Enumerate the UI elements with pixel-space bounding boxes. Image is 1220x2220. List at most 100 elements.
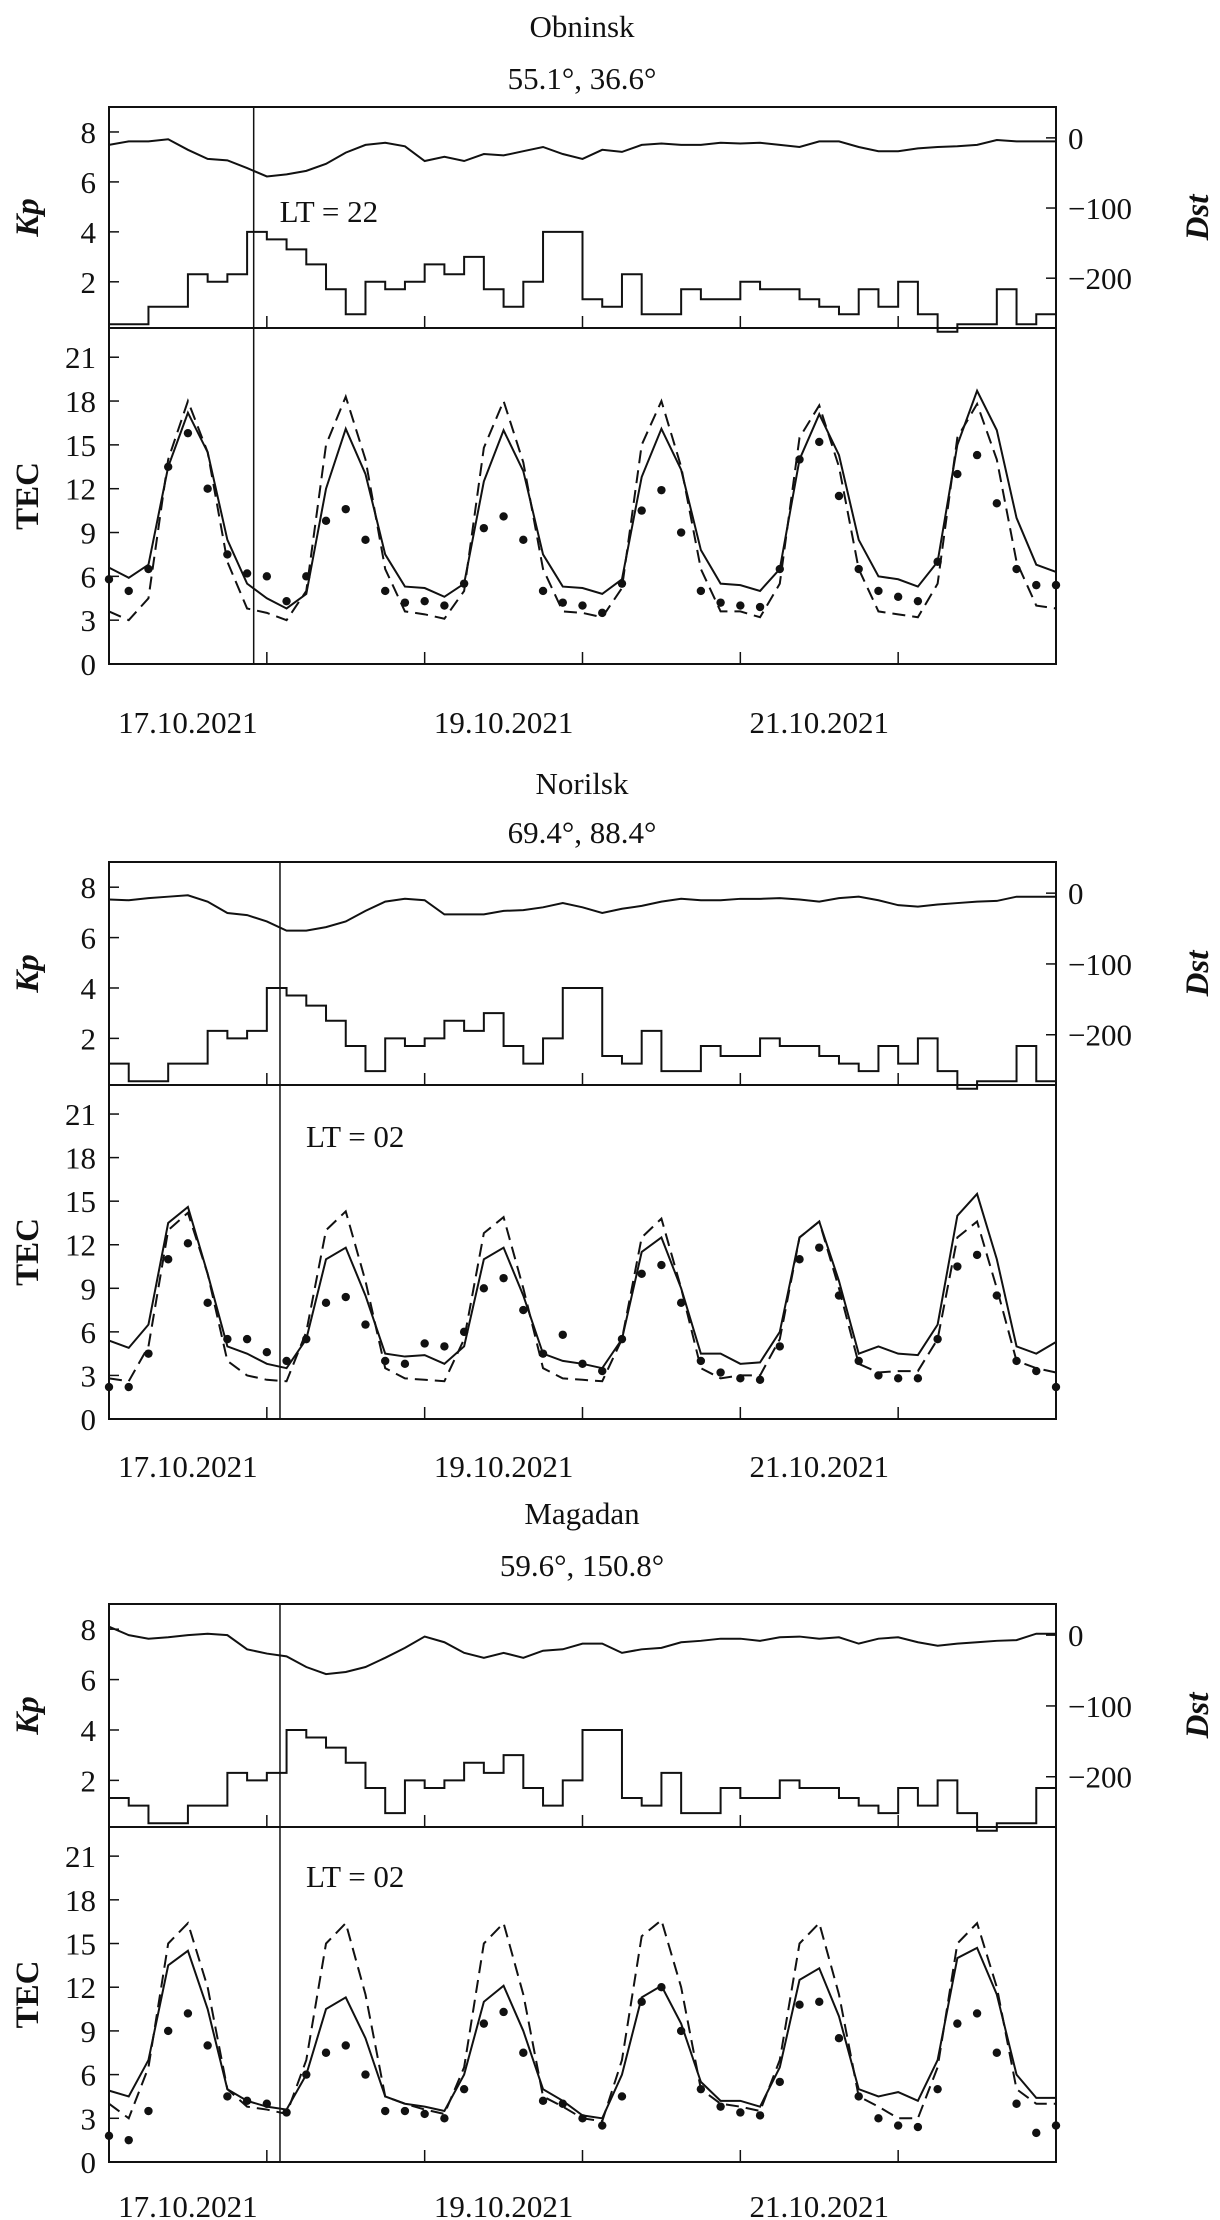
x-tick-label: 19.10.2021: [434, 1449, 574, 1484]
dst-axis-label: Dst: [1180, 1692, 1216, 1740]
tec-observed-point: [1012, 564, 1021, 574]
tec-observed-point: [716, 598, 725, 607]
tec-observed-point: [736, 601, 745, 610]
station-coordinates: 69.4°, 88.4°: [508, 815, 657, 850]
tec-observed-point: [519, 535, 528, 545]
lt-annotation: LT = 02: [306, 1859, 404, 1894]
tec-tick-label: 6: [81, 2058, 97, 2093]
tec-dashed-line: [108, 1918, 1056, 2123]
tec-observed-point: [104, 2131, 114, 2140]
tec-solid-line: [108, 388, 1057, 610]
kp-axis-label: Kp: [10, 198, 46, 238]
tec-tick-label: 15: [65, 1184, 96, 1219]
lt-annotation: LT = 22: [280, 194, 378, 229]
kp-tick-label: 8: [81, 115, 97, 150]
tec-observed-point: [538, 586, 548, 596]
tec-observed-point: [282, 1356, 291, 1366]
tec-observed-point: [242, 1334, 252, 1344]
tec-dashed-line: [108, 1209, 1057, 1383]
x-tick-label: 17.10.2021: [118, 2189, 258, 2220]
tec-observed-point: [893, 2121, 903, 2130]
dst-tick-label: 0: [1068, 121, 1084, 156]
tec-tick-label: 21: [65, 1839, 96, 1874]
dst-line: [108, 894, 1056, 932]
tec-tick-label: 0: [81, 647, 97, 682]
tec-observed-point: [992, 2048, 1002, 2057]
dst-tick-label: −100: [1068, 947, 1132, 982]
x-tick-label: 17.10.2021: [118, 1449, 258, 1484]
tec-observed-point: [834, 2033, 844, 2043]
dst-line: [108, 138, 1056, 178]
kp-axis-label: Kp: [10, 1696, 46, 1736]
tec-axis-label: TEC: [10, 1961, 46, 2029]
tec-tick-label: 12: [65, 1970, 96, 2005]
tec-observed-point: [400, 2106, 410, 2116]
tec-observed-point: [144, 1349, 153, 1358]
tec-observed-point: [104, 575, 114, 584]
tec-observed-point: [420, 2109, 429, 2119]
x-tick-label: 17.10.2021: [118, 705, 258, 740]
tec-observed-point: [992, 499, 1002, 508]
tec-tick-label: 9: [81, 2014, 97, 2049]
kp-tick-label: 8: [81, 870, 97, 905]
tec-observed-point: [282, 596, 291, 606]
dst-line: [108, 1625, 1056, 1676]
tec-tick-label: 21: [65, 1097, 96, 1132]
tec-tick-label: 3: [81, 2101, 97, 2136]
tec-observed-point: [637, 506, 646, 515]
tec-observed-point: [1032, 580, 1041, 590]
station-name: Obninsk: [529, 9, 635, 44]
tec-observed-point: [854, 2092, 863, 2101]
tec-observed-point: [972, 1250, 982, 1260]
tec-observed-point: [755, 1375, 765, 1384]
tec-tick-label: 9: [81, 516, 97, 551]
kp-tick-label: 8: [81, 1612, 97, 1647]
tec-observed-point: [242, 569, 252, 578]
tec-tick-label: 6: [81, 1315, 97, 1350]
tec-observed-point: [913, 596, 923, 606]
station-coordinates: 59.6°, 150.8°: [500, 1548, 664, 1583]
tec-tick-label: 18: [65, 1141, 96, 1176]
tec-observed-point: [874, 586, 883, 596]
tec-observed-point: [321, 516, 331, 526]
tec-observed-point: [519, 1305, 528, 1315]
kp-tick-label: 6: [81, 1663, 97, 1698]
tec-observed-point: [815, 437, 824, 447]
tec-observed-point: [203, 2041, 212, 2050]
dst-tick-label: −200: [1068, 1760, 1132, 1795]
tec-observed-point: [716, 2102, 725, 2111]
tec-observed-point: [1012, 2099, 1021, 2108]
tec-observed-point: [775, 1342, 784, 1351]
tec-solid-line: [108, 1191, 1057, 1370]
tec-observed-point: [1032, 1366, 1041, 1376]
tec-tick-label: 0: [81, 2145, 97, 2180]
x-tick-label: 19.10.2021: [434, 2189, 574, 2220]
kp-tick-label: 2: [81, 265, 97, 300]
tec-observed-point: [183, 2009, 193, 2018]
station-name: Norilsk: [536, 766, 630, 801]
dst-tick-label: −200: [1068, 261, 1132, 296]
tec-tick-label: 21: [65, 340, 96, 375]
tec-observed-point: [223, 2092, 232, 2101]
tec-observed-point: [1051, 1382, 1061, 1392]
tec-observed-point: [953, 1262, 962, 1271]
tec-tick-label: 18: [65, 1883, 96, 1918]
dst-tick-label: 0: [1068, 876, 1084, 911]
tec-observed-point: [440, 601, 449, 610]
tec-observed-point: [163, 1255, 173, 1264]
panel-magadan: Magadan 59.6°, 150.8° 17.10.2021 19.10.2021…: [10, 1496, 1216, 2220]
tec-observed-point: [657, 1260, 666, 1270]
tec-observed-point: [755, 2111, 765, 2120]
tec-observed-point: [696, 586, 706, 596]
tec-observed-point: [321, 1298, 331, 1308]
tec-tick-label: 12: [65, 1228, 96, 1263]
tec-observed-point: [933, 2084, 942, 2094]
tec-observed-point: [124, 2135, 133, 2145]
tec-observed-point: [1032, 2128, 1041, 2138]
tec-tick-label: 15: [65, 1927, 96, 1962]
tec-tick-label: 18: [65, 384, 96, 419]
tec-observed-point: [459, 2084, 469, 2094]
tec-observed-point: [1051, 2121, 1061, 2130]
tec-observed-point: [361, 2070, 370, 2079]
tec-observed-point: [183, 428, 193, 438]
